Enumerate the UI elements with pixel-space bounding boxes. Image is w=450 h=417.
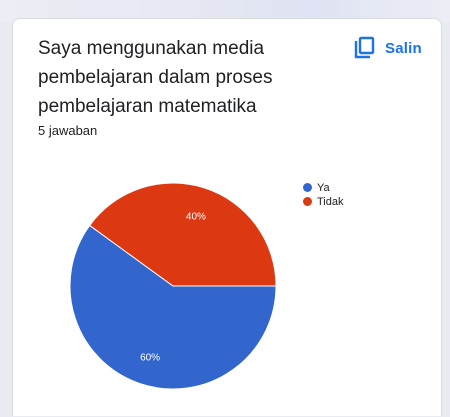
- top-background-strip: [0, 0, 450, 22]
- legend-item-ya[interactable]: Ya: [303, 181, 344, 194]
- legend-label-ya: Ya: [317, 181, 330, 194]
- copy-button-label: Salin: [385, 39, 422, 57]
- question-card: Saya menggunakan media pembelajaran dala…: [12, 18, 442, 416]
- question-title-line-2: pembelajaran dalam proses: [38, 67, 273, 88]
- question-title: Saya menggunakan media pembelajaran dala…: [38, 34, 328, 121]
- pie-label-tidak: 40%: [186, 211, 206, 222]
- chart-legend: Ya Tidak: [303, 181, 344, 209]
- copy-chart-button[interactable]: Salin: [353, 33, 422, 63]
- legend-item-tidak[interactable]: Tidak: [303, 195, 344, 208]
- copy-icon: [354, 36, 375, 59]
- legend-swatch-tidak: [303, 197, 312, 206]
- legend-swatch-ya: [303, 183, 312, 192]
- pie-slice-tidak[interactable]: [88, 182, 277, 287]
- pie-label-ya: 60%: [140, 353, 160, 364]
- pie-chart: 60% 40%: [69, 182, 277, 390]
- response-count: 5 jawaban: [38, 123, 98, 138]
- question-title-line-3: pembelajaran matematika: [38, 96, 257, 117]
- question-title-line-1: Saya menggunakan media: [38, 38, 265, 59]
- pie-slice-ya[interactable]: [69, 224, 277, 390]
- legend-label-tidak: Tidak: [317, 195, 344, 208]
